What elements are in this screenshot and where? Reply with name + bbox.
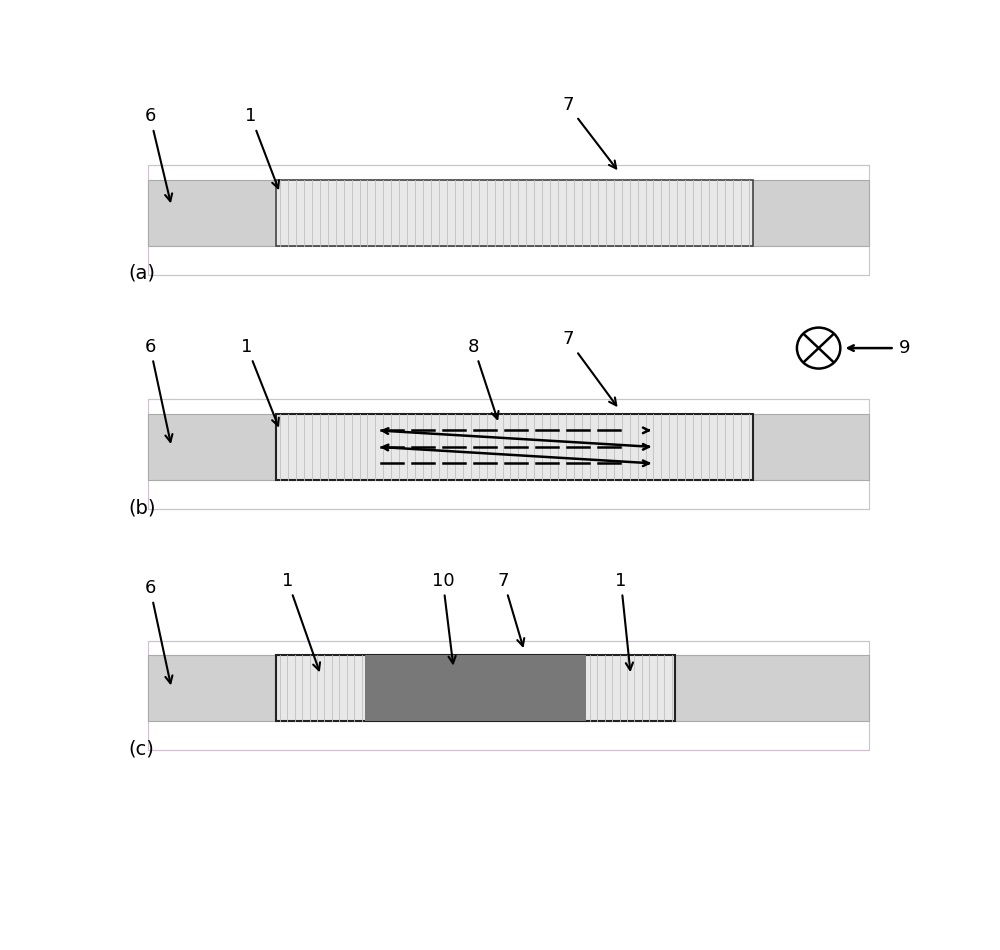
Text: 6: 6 [144,107,172,201]
Bar [276,656,675,721]
Bar [148,165,869,275]
Text: 7: 7 [498,572,524,646]
Text: 8: 8 [468,338,499,419]
Bar [276,180,753,246]
Bar [148,399,869,509]
Bar [148,640,869,750]
Text: (a): (a) [129,264,156,283]
Text: 1: 1 [245,107,279,188]
Text: 1: 1 [615,572,633,670]
Bar [365,656,586,721]
Text: 6: 6 [144,338,172,442]
Bar [276,414,753,480]
Text: 1: 1 [282,572,320,671]
Bar [148,180,869,246]
Text: 10: 10 [432,572,456,663]
Text: 6: 6 [144,580,172,683]
Text: 9: 9 [898,339,910,357]
Bar [148,656,869,721]
Text: (b): (b) [129,498,156,517]
Text: 7: 7 [562,96,616,168]
Text: 7: 7 [562,331,616,406]
Text: 1: 1 [241,338,279,426]
Bar [148,414,869,480]
Text: (c): (c) [129,739,155,758]
